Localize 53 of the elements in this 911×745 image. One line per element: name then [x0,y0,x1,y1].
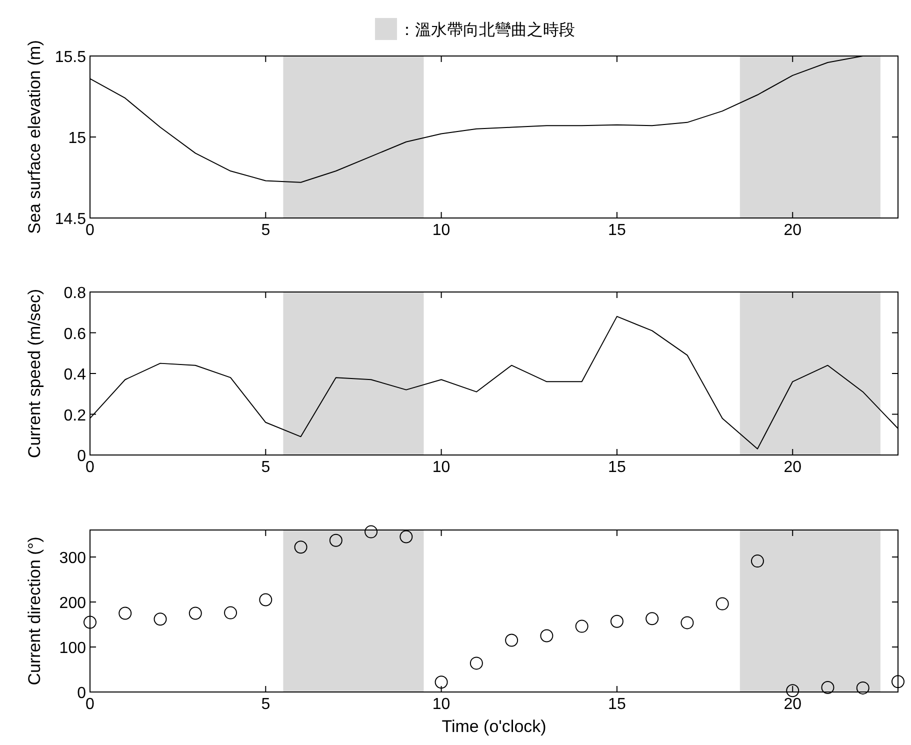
x-tick-label: 10 [432,696,450,713]
x-tick-label: 15 [608,696,626,713]
legend-label: ：溫水帶向北彎曲之時段 [399,20,575,39]
point [84,616,96,629]
y-axis-title: Current direction (°) [25,536,44,686]
y-tick-label: 200 [59,595,86,612]
point [329,534,342,547]
y-tick-label: 15.5 [54,49,86,66]
y-tick-label: 15 [68,130,86,147]
point [575,620,588,633]
point [364,525,378,538]
point [716,597,729,610]
x-axis-title: Time (o'clock) [442,717,546,736]
point [750,554,764,568]
point [856,681,870,694]
x-tick-label: 15 [608,459,626,476]
point [646,612,659,626]
x-tick-label: 15 [608,222,626,239]
point [786,684,800,698]
point [470,656,483,670]
point [505,634,518,647]
y-tick-label: 0.6 [64,326,86,343]
y-tick-label: 100 [59,640,86,657]
x-tick-label: 10 [432,222,450,239]
point [892,675,904,688]
y-tick-label: 14.5 [54,211,86,228]
y-axis-title: Sea surface elevation (m) [25,40,44,234]
point [154,612,167,626]
point [259,593,272,606]
y-tick-label: 300 [59,550,86,567]
point [610,614,624,628]
point [118,606,132,620]
x-tick-label: 5 [261,222,270,239]
y-tick-label: 0.8 [64,285,86,302]
point [400,530,413,544]
point [188,606,202,620]
point [224,606,238,620]
x-tick-label: 20 [784,696,802,713]
x-tick-label: 5 [261,696,270,713]
y-tick-label: 0 [77,685,86,702]
y-tick-label: 0.2 [64,407,86,424]
x-tick-label: 5 [261,459,270,476]
y-tick-label: 0 [77,448,86,465]
point [434,676,448,689]
point [821,681,834,694]
point [294,540,308,554]
point [540,629,554,642]
x-tick-label: 20 [784,222,802,239]
point [680,616,694,630]
x-tick-label: 20 [784,459,802,476]
x-tick-label: 10 [432,459,450,476]
y-tick-label: 0.4 [64,366,86,384]
y-axis-title: Current speed (m/sec) [25,288,44,458]
